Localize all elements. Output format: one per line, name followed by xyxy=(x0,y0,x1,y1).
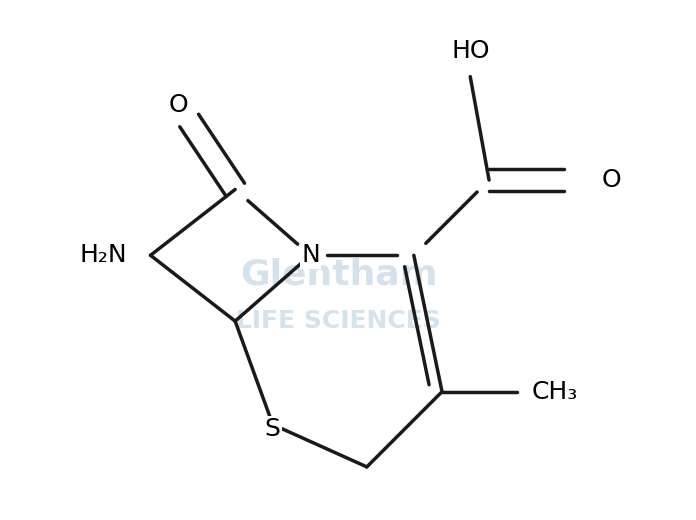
Text: N: N xyxy=(301,243,319,267)
Text: O: O xyxy=(169,93,189,117)
Text: H₂N: H₂N xyxy=(79,243,127,267)
Text: Glentham: Glentham xyxy=(240,257,437,291)
Text: CH₃: CH₃ xyxy=(531,380,578,404)
Text: S: S xyxy=(265,417,280,441)
Text: H: H xyxy=(108,243,127,267)
Text: O: O xyxy=(602,168,622,192)
Text: LIFE SCIENCES: LIFE SCIENCES xyxy=(236,309,441,333)
Text: HO: HO xyxy=(451,38,489,62)
